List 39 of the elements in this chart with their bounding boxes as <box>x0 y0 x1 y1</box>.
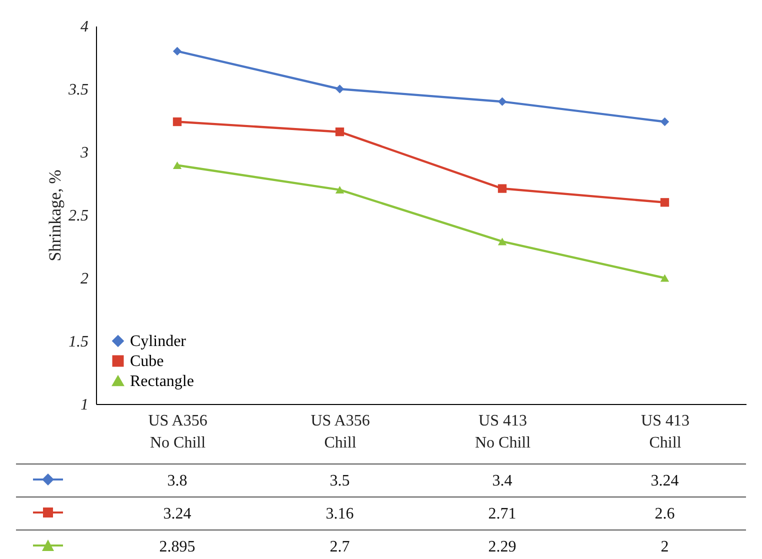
legend-label: Cube <box>130 353 164 370</box>
y-tick-label: 4 <box>80 18 88 36</box>
data-label: 2.71 <box>488 506 516 522</box>
data-label: 3.16 <box>326 506 354 522</box>
y-tick-label: 3.5 <box>68 82 88 98</box>
x-tick-label: US A356 No Chill <box>148 412 208 452</box>
y-tick-label: 2 <box>80 270 88 288</box>
point <box>660 117 670 126</box>
data-label: 2 <box>660 538 669 556</box>
data-label: 2.29 <box>488 538 516 556</box>
point <box>172 46 182 56</box>
y-tick-label: 3 <box>80 144 88 162</box>
data-label: 2.895 <box>159 538 196 556</box>
y-axis-title: Shrinkage, % <box>46 170 64 262</box>
point <box>335 84 344 94</box>
data-label: 3.4 <box>492 472 512 490</box>
x-tick-label: US 413 No Chill <box>474 412 532 452</box>
x-tick-label: US 413 Chill <box>641 412 690 452</box>
point <box>498 97 507 106</box>
point <box>335 186 344 194</box>
data-label: 3.24 <box>650 472 679 490</box>
point <box>172 117 182 126</box>
point <box>660 274 670 282</box>
point <box>660 198 670 207</box>
point <box>172 161 182 169</box>
legend-label: Rectangle <box>130 373 194 390</box>
y-tick-label: 1.5 <box>68 334 88 350</box>
point <box>498 238 507 246</box>
data-label: 3.5 <box>330 472 350 490</box>
x-tick-label: US A356 Chill <box>310 412 370 452</box>
data-label: 2.6 <box>654 506 675 522</box>
y-tick-label: 1 <box>80 396 88 414</box>
data-label: 2.7 <box>330 538 350 556</box>
point <box>498 184 507 193</box>
legend-label: Cylinder <box>130 333 187 350</box>
data-label: 3.24 <box>163 506 192 522</box>
point <box>335 128 344 136</box>
data-label: 3.8 <box>167 472 188 490</box>
y-tick-label: 2.5 <box>68 208 88 224</box>
